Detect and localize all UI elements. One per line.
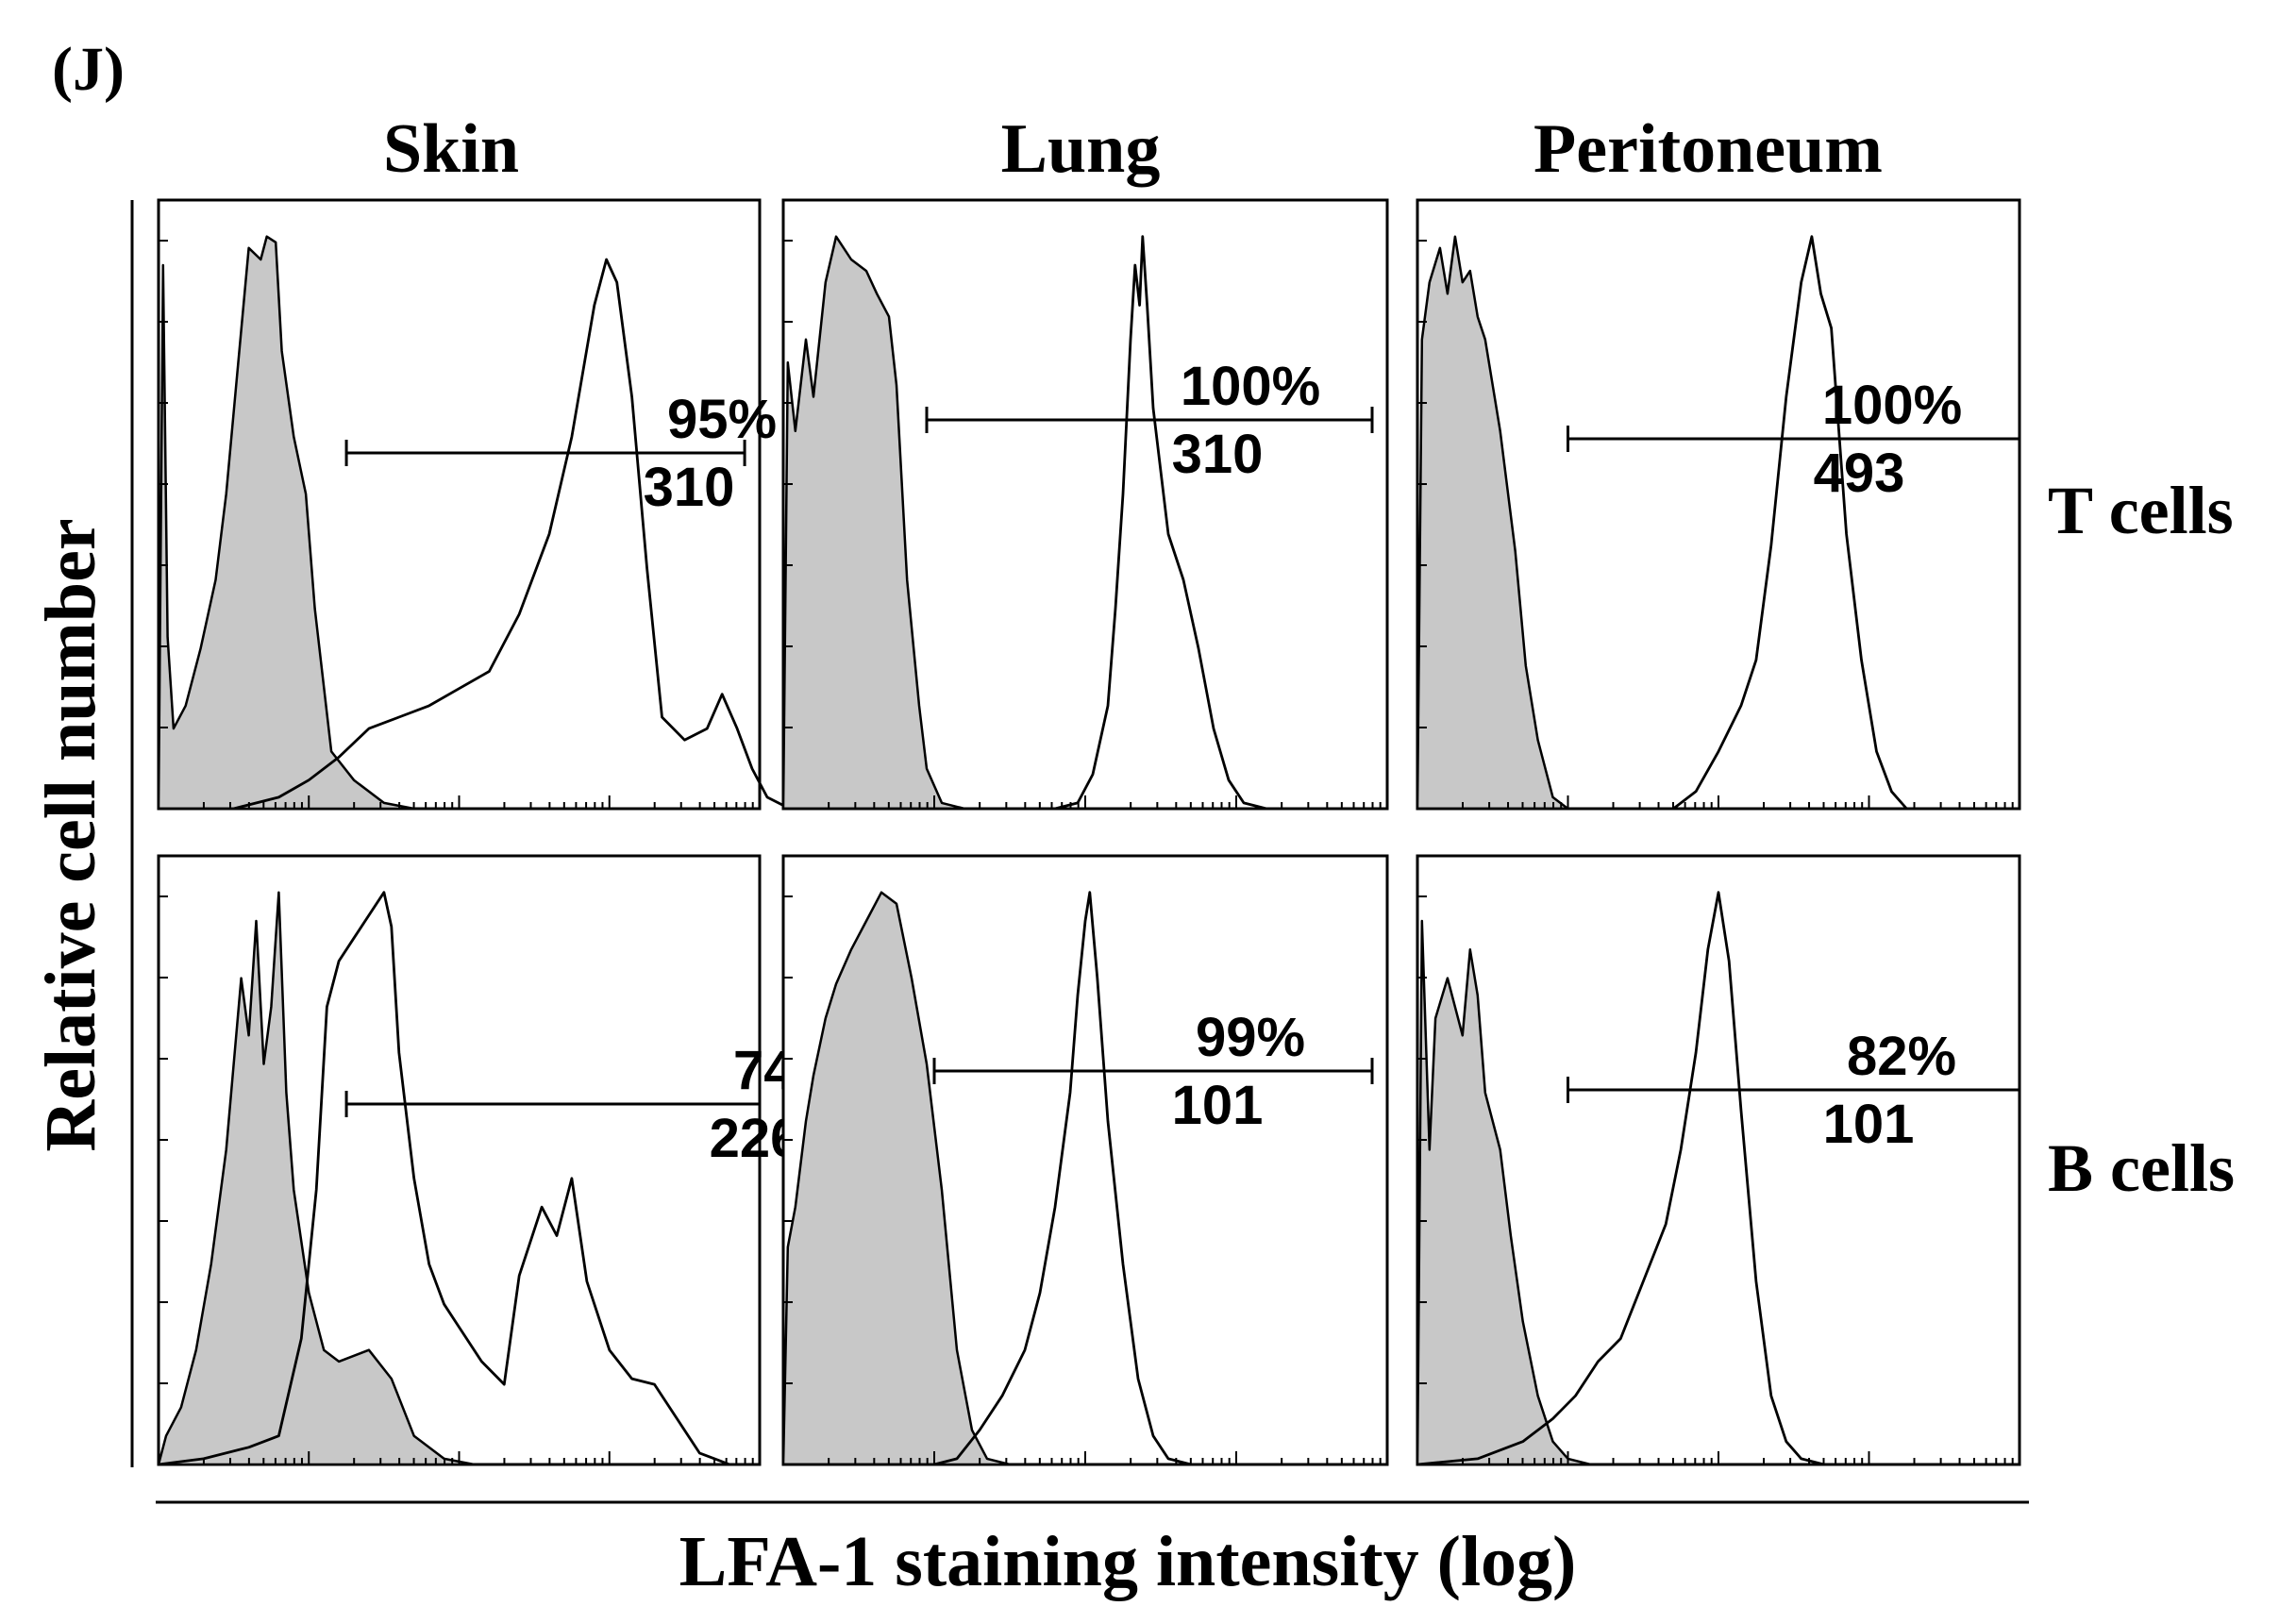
stain-histogram-skin-b-cells: [158, 891, 730, 1466]
x-axis-label: LFA-1 staining intensity (log): [679, 1522, 1577, 1601]
percent-label-peritoneum-t-cells: 100%: [1822, 375, 1962, 436]
isotype-histogram-peritoneum-b-cells: [1416, 919, 1592, 1466]
y-axis-label: Relative cell number: [31, 518, 110, 1151]
stain-histogram-lung-b-cells: [783, 891, 1192, 1466]
stain-histogram-skin-t-cells: [159, 258, 791, 811]
row-label-t-cells: T cells: [2048, 473, 2234, 548]
isotype-histogram-skin-b-cells: [157, 891, 476, 1466]
isotype-histogram-lung-t-cells: [781, 235, 966, 811]
mfi-label-peritoneum-b-cells: 101: [1823, 1094, 1915, 1155]
percent-label-skin-t-cells: 95%: [667, 389, 777, 450]
stain-histogram-peritoneum-b-cells: [1416, 891, 1825, 1466]
mfi-label-skin-t-cells: 310: [644, 457, 735, 518]
mfi-label-lung-t-cells: 310: [1172, 424, 1264, 485]
column-label-skin: Skin: [383, 110, 519, 188]
mfi-label-lung-b-cells: 101: [1172, 1075, 1264, 1136]
panel-label: (J): [52, 35, 125, 104]
isotype-histogram-lung-b-cells: [781, 891, 1012, 1466]
stain-histogram-lung-t-cells: [783, 235, 1267, 811]
percent-label-peritoneum-b-cells: 82%: [1847, 1026, 1956, 1087]
stain-histogram-peritoneum-t-cells: [1417, 235, 1908, 811]
percent-label-lung-t-cells: 100%: [1181, 356, 1320, 417]
mfi-label-peritoneum-t-cells: 493: [1814, 443, 1905, 504]
column-label-peritoneum: Peritoneum: [1533, 110, 1883, 188]
isotype-histogram-peritoneum-t-cells: [1416, 235, 1569, 811]
isotype-histogram-skin-t-cells: [157, 235, 415, 811]
row-label-b-cells: B cells: [2048, 1130, 2235, 1206]
percent-label-lung-b-cells: 99%: [1196, 1007, 1305, 1068]
column-label-lung: Lung: [1001, 110, 1161, 188]
